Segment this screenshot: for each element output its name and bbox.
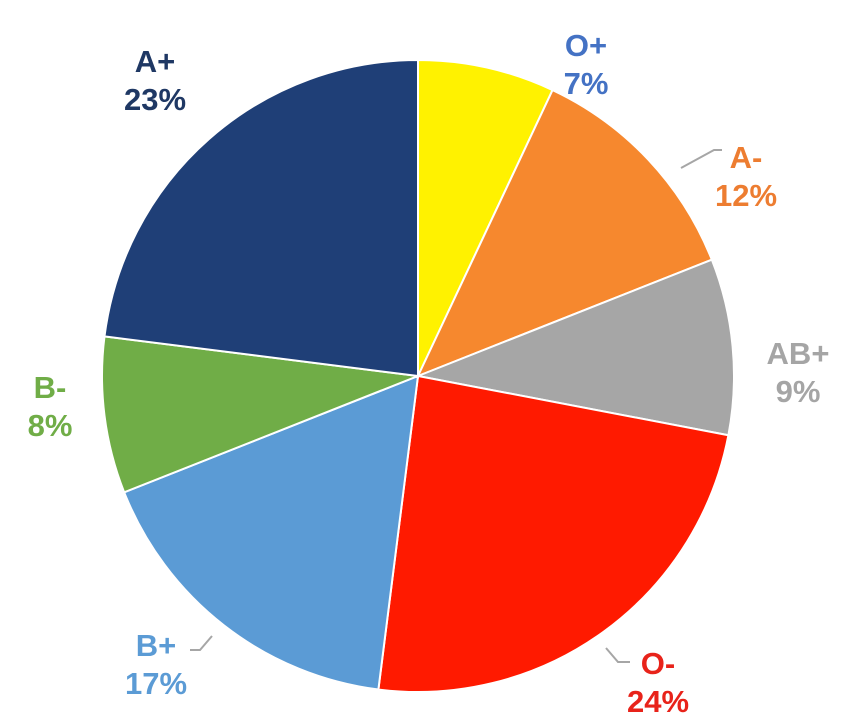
data-label-B+: B+17% (125, 628, 187, 701)
pie-slice-ab-pos (417, 258, 735, 437)
data-label-O-: O-24% (627, 646, 689, 719)
data-label-A-: A-12% (715, 140, 777, 213)
data-label-value: 24% (627, 684, 689, 719)
pie-slice-b- (101, 335, 419, 494)
data-label-value: 12% (715, 178, 777, 213)
data-label-category: B+ (136, 628, 177, 663)
data-label-category: O+ (565, 28, 607, 63)
data-label-value: 7% (564, 66, 609, 101)
data-label-A+: A+23% (124, 44, 186, 117)
pie-slice-o- (377, 375, 730, 693)
data-label-B-: B-8% (28, 370, 73, 443)
slices-layer (101, 59, 735, 693)
data-label-category: A- (730, 140, 763, 175)
leader-line-B+ (190, 635, 213, 651)
data-label-O+: O+7% (564, 28, 609, 101)
data-label-AB+: AB+9% (767, 336, 830, 409)
leader-line-O- (605, 647, 630, 663)
leader-line-A- (680, 149, 722, 169)
data-label-category: B- (34, 370, 67, 405)
pie-slice-b-pos (123, 375, 419, 691)
pie-slice-a- (417, 89, 713, 377)
pie-slice-a-pos (103, 59, 419, 377)
data-label-value: 8% (28, 408, 73, 443)
data-label-category: O- (641, 646, 675, 681)
data-label-category: A+ (135, 44, 176, 79)
data-label-value: 9% (776, 374, 821, 409)
pie-slice-o-pos (417, 59, 554, 377)
data-label-value: 23% (124, 82, 186, 117)
leader-lines (190, 149, 722, 663)
data-label-category: AB+ (767, 336, 830, 371)
data-label-value: 17% (125, 666, 187, 701)
data-labels: O+7% A-12% AB+9% O-24% B+17% B-8% A+23% (28, 28, 830, 719)
